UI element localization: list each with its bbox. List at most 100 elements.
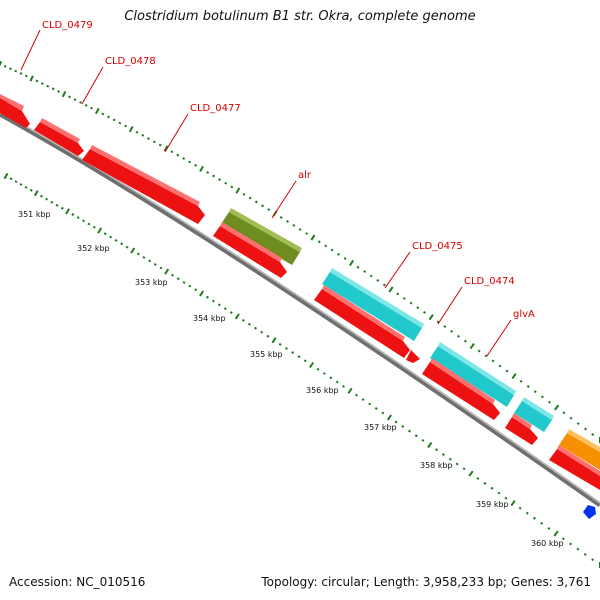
major-tick — [163, 145, 169, 152]
minor-tick — [158, 143, 162, 147]
major-tick — [349, 259, 355, 266]
minor-tick — [540, 521, 544, 525]
minor-tick — [526, 385, 530, 388]
gene-cld-0478-arrow[interactable] — [34, 118, 84, 156]
minor-tick — [316, 367, 320, 371]
minor-tick — [497, 491, 501, 495]
minor-tick — [361, 398, 365, 402]
minor-tick — [194, 163, 198, 167]
minor-tick — [540, 395, 544, 399]
major-tick — [310, 234, 316, 241]
minor-tick — [441, 453, 445, 456]
major-tick — [553, 530, 559, 537]
minor-tick — [457, 334, 460, 338]
gene-glva-arrow[interactable] — [422, 358, 500, 420]
minor-tick — [206, 171, 210, 174]
major-tick — [510, 500, 516, 507]
gene-cld-0479-arrow[interactable] — [0, 94, 30, 128]
major-tick — [235, 187, 241, 194]
minor-tick — [396, 292, 400, 296]
minor-tick — [71, 213, 75, 216]
minor-tick — [230, 185, 234, 189]
marker-blue-pentagon[interactable] — [583, 505, 596, 519]
minor-tick — [455, 462, 459, 466]
minor-tick — [9, 177, 13, 181]
minor-tick — [170, 273, 174, 277]
minor-tick — [518, 506, 522, 510]
gene-orange-bar[interactable] — [559, 429, 600, 470]
minor-tick — [532, 516, 536, 520]
minor-tick — [363, 270, 367, 274]
minor-tick — [51, 87, 55, 91]
minor-tick — [103, 232, 107, 236]
minor-tick — [343, 257, 347, 261]
major-tick — [95, 107, 100, 115]
minor-tick — [317, 240, 321, 244]
minor-tick — [267, 208, 271, 212]
minor-tick — [416, 306, 420, 310]
gene-cld-0475-bar[interactable] — [322, 268, 424, 341]
minor-tick — [76, 216, 80, 220]
major-tick — [3, 172, 9, 180]
minor-tick — [57, 90, 61, 93]
major-tick — [427, 442, 433, 449]
minor-tick — [112, 118, 116, 122]
minor-tick — [205, 295, 209, 299]
gene-label-cld-0477: CLD_0477 — [190, 103, 241, 114]
minor-tick — [291, 351, 295, 354]
tick-label-352: 352 kbp — [77, 244, 110, 253]
major-tick — [0, 60, 3, 67]
minor-tick — [109, 235, 113, 239]
minor-tick — [260, 330, 264, 334]
minor-tick — [24, 185, 28, 189]
minor-tick — [224, 181, 228, 185]
minor-tick — [55, 203, 59, 207]
gene-glva-bar[interactable] — [430, 342, 516, 407]
minor-tick — [561, 537, 565, 541]
gene-label-glva: glvA — [513, 309, 535, 320]
minor-tick — [40, 82, 44, 85]
minor-tick — [125, 245, 129, 249]
gene-cld-0476-arrow[interactable] — [213, 222, 287, 278]
gene-red-arrow-2[interactable] — [505, 413, 538, 445]
gene-small-red-arrow[interactable] — [406, 350, 420, 363]
gene-cld-0474-arrow[interactable] — [314, 285, 410, 358]
minor-tick — [356, 265, 360, 269]
major-tick — [469, 343, 475, 350]
label-leaders — [20, 29, 512, 357]
major-tick — [309, 361, 315, 369]
tick-label-360: 360 kbp — [531, 539, 564, 548]
minor-tick — [9, 67, 12, 71]
minor-tick — [329, 376, 333, 380]
major-tick — [65, 208, 70, 215]
gene-alr-bar[interactable] — [221, 208, 302, 265]
minor-tick — [298, 228, 302, 231]
gene-label-cld-0475: CLD_0475 — [412, 241, 463, 252]
minor-tick — [401, 425, 405, 428]
gene-red-arrow-3[interactable] — [549, 445, 600, 490]
minor-tick — [490, 486, 494, 490]
major-tick — [97, 227, 103, 234]
major-tick — [164, 268, 170, 275]
minor-tick — [142, 256, 146, 259]
minor-tick — [254, 200, 258, 204]
gene-cyan-small-bar[interactable] — [514, 397, 554, 432]
tick-label-354: 354 kbp — [193, 314, 226, 323]
major-tick — [347, 387, 353, 394]
minor-tick — [483, 481, 487, 485]
gene-cld-0477-arrow[interactable] — [82, 145, 205, 224]
minor-tick — [84, 103, 88, 107]
minor-tick — [241, 318, 245, 322]
minor-tick — [322, 372, 326, 375]
minor-tick — [19, 72, 23, 75]
tick-label-355: 355 kbp — [250, 350, 283, 359]
minor-tick — [223, 307, 227, 311]
minor-tick — [118, 121, 122, 125]
minor-tick — [176, 153, 180, 157]
minor-tick — [212, 174, 216, 178]
minor-tick — [491, 359, 495, 363]
major-tick — [128, 126, 134, 133]
minor-tick — [278, 342, 282, 346]
minor-tick — [421, 438, 425, 442]
